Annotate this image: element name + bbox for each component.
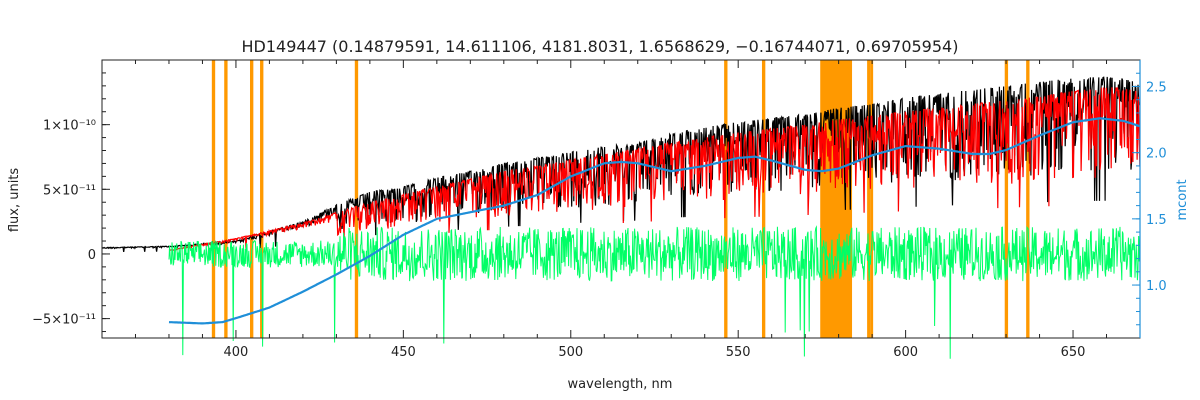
y-tick-label-1: 0 <box>88 248 96 263</box>
masked-region-11 <box>1026 60 1030 338</box>
y-tick-label-3: 1×10⁻¹⁰ <box>43 119 96 134</box>
y2-axis-label: mcont <box>1175 179 1190 220</box>
masked-regions <box>211 60 1030 338</box>
masked-region-7 <box>820 60 853 338</box>
masked-region-6 <box>761 60 766 338</box>
series-1-line <box>168 87 1141 251</box>
continuum-line <box>168 117 1141 325</box>
y-tick-label-0: −5×10⁻¹¹ <box>32 313 96 328</box>
y2-tick-label-3: 2.5 <box>1146 80 1167 95</box>
masked-region-9 <box>870 60 874 338</box>
x-axis-label: wavelength, nm <box>568 377 673 392</box>
x-tick-label-0: 400 <box>224 345 249 360</box>
masked-region-2 <box>249 60 254 338</box>
series-layer <box>101 76 1141 359</box>
y-tick-label-2: 5×10⁻¹¹ <box>43 183 96 198</box>
x-tick-label-4: 600 <box>893 345 918 360</box>
x-tick-label-5: 650 <box>1061 345 1086 360</box>
y-axis-label: flux, units <box>7 168 22 233</box>
masked-region-3 <box>260 60 264 338</box>
x-tick-label-1: 450 <box>391 345 416 360</box>
x-tick-label-2: 500 <box>558 345 583 360</box>
x-tick-label-3: 550 <box>726 345 751 360</box>
y2-tick-label-1: 1.5 <box>1146 213 1167 228</box>
y2-tick-label-2: 2.0 <box>1146 147 1167 162</box>
series-2-line <box>168 225 1141 359</box>
masked-region-10 <box>1004 60 1009 338</box>
masked-region-0 <box>211 60 216 338</box>
masked-region-5 <box>724 60 728 338</box>
y2-tick-label-0: 1.0 <box>1146 279 1167 294</box>
masked-region-1 <box>224 60 228 338</box>
axes: 400 450 500 550 600 650 −5×10⁻¹¹ 0 5×10⁻¹¹ 1×10⁻¹… <box>32 59 1167 360</box>
masked-region-8 <box>867 60 871 338</box>
chart-title: HD149447 (0.14879591, 14.611106, 4181.80… <box>242 37 959 56</box>
